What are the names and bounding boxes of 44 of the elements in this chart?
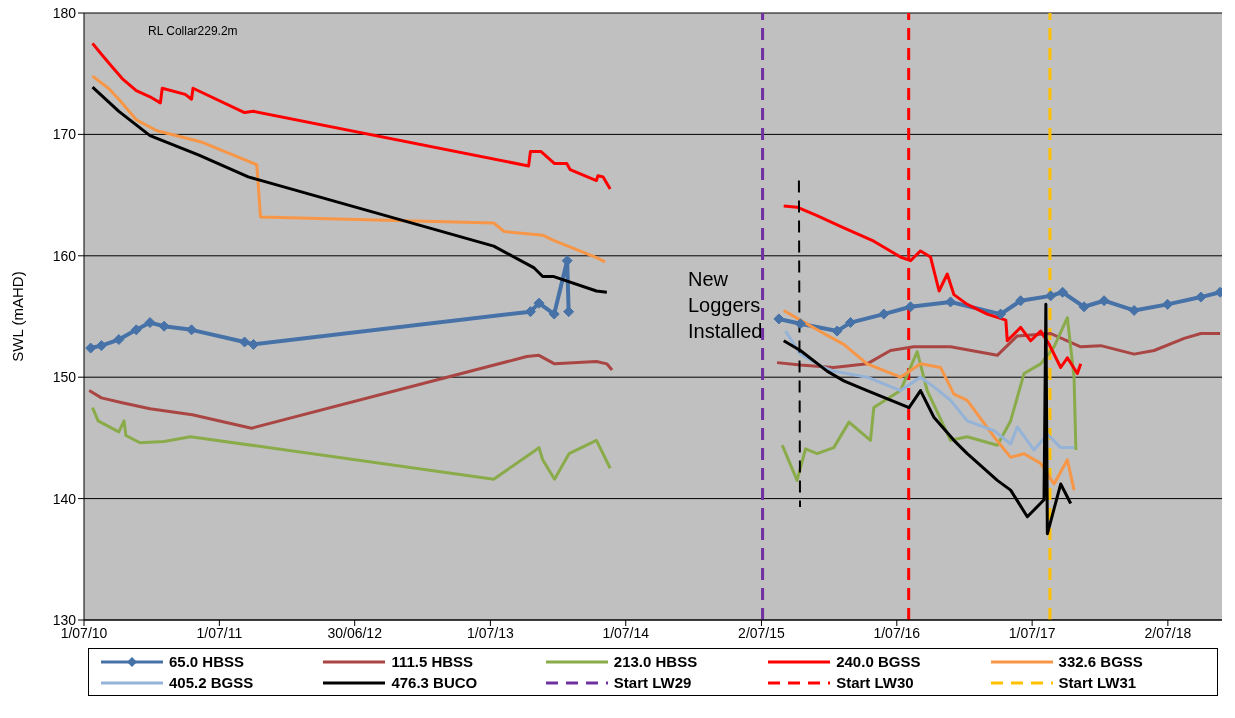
point [1128,304,1140,316]
point [1057,286,1069,298]
point [794,318,806,330]
y-tick-label: 140 [52,490,77,507]
point [130,324,142,336]
legend-label: 111.5 HBSS [391,653,474,670]
legend-label: Start LW29 [613,674,692,691]
point [945,296,957,308]
annotation: New Loggers Installed [688,267,764,344]
point [878,308,890,320]
legend-label: Start LW31 [1058,674,1137,691]
point [1161,298,1173,310]
y-tick-label: 150 [52,369,77,386]
line-series [784,329,1076,452]
x-tick-label: 30/06/12 [327,624,383,641]
legend-label: 213.0 HBSS [613,653,698,670]
y-tick-label: 160 [52,247,77,264]
point [548,308,560,320]
point [1078,301,1090,313]
legend-label: 476.3 BUCO [391,674,478,691]
legend-label: 240.0 BGSS [836,653,921,670]
annotation: RL Collar229.2m [148,24,238,38]
y-tick-label: 180 [52,4,77,21]
x-tick-label: 1/07/16 [873,624,921,641]
point [995,308,1007,320]
point [1045,290,1057,302]
legend-label: 332.6 BGSS [1058,653,1143,670]
point [144,317,156,329]
point [1098,295,1110,307]
point [533,297,545,309]
point [239,336,251,348]
x-tick-label: 1/07/14 [602,624,650,641]
x-tick-label: 1/07/13 [467,624,514,641]
x-tick-label: 1/07/11 [196,624,243,641]
legend-label: Start LW30 [836,674,914,691]
x-tick-label: 1/07/17 [1008,624,1056,641]
point [844,317,856,329]
y-tick-label: 170 [52,126,77,143]
legend-label: 65.0 HBSS [169,653,245,670]
x-tick-label: 2/07/18 [1144,624,1192,641]
point [113,334,125,346]
legend-label: 405.2 BGSS [169,674,254,691]
y-axis-title: SWL (mAHD) [9,271,27,362]
x-tick-label: 2/07/15 [738,624,786,641]
